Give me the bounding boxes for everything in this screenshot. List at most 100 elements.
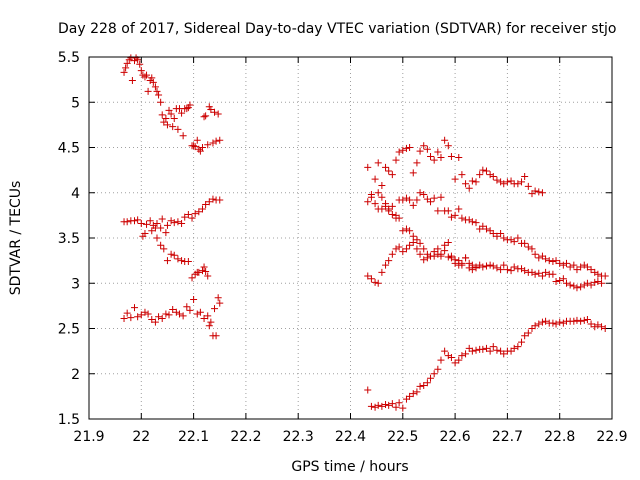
data-point (204, 141, 212, 149)
data-point (186, 101, 194, 109)
data-point (430, 370, 438, 378)
data-point (444, 253, 452, 261)
data-point (406, 392, 414, 400)
data-point (409, 169, 417, 177)
data-point (364, 198, 372, 206)
data-point (493, 346, 501, 354)
data-point (409, 232, 417, 240)
data-point (427, 153, 435, 161)
data-point (170, 219, 178, 227)
data-point (521, 239, 529, 247)
data-point (198, 267, 206, 275)
data-point (385, 167, 393, 175)
data-point (413, 196, 421, 204)
data-point (416, 189, 424, 197)
data-point (518, 338, 526, 346)
data-point (371, 200, 379, 208)
data-point (212, 137, 220, 145)
y-tick-labels: 1.5 2 2.5 3 3.5 4 4.5 5 5.5 (58, 50, 80, 428)
data-point (120, 315, 128, 323)
data-point (392, 211, 400, 219)
data-point (374, 279, 382, 287)
data-point (423, 379, 431, 387)
data-point (374, 189, 382, 197)
data-point (580, 316, 588, 324)
data-point (489, 172, 497, 180)
y-tick-label: 4.5 (58, 141, 80, 157)
data-point (184, 210, 192, 218)
series-trace-6 (364, 193, 606, 292)
data-point (465, 184, 473, 192)
data-point (188, 274, 196, 282)
data-point (137, 67, 145, 75)
data-point (489, 343, 497, 351)
data-point (399, 227, 407, 235)
data-point (367, 193, 375, 201)
data-point (385, 257, 393, 265)
data-point (364, 386, 372, 394)
data-point (583, 279, 591, 287)
data-point (489, 262, 497, 270)
data-point (542, 255, 550, 263)
data-point (399, 146, 407, 154)
y-tick-label: 5 (71, 95, 80, 111)
data-point (416, 382, 424, 390)
data-point (441, 241, 449, 249)
data-point (451, 211, 459, 219)
data-point (205, 322, 213, 330)
y-tick-label: 4 (71, 186, 80, 202)
data-point (420, 191, 428, 199)
data-point (212, 332, 220, 340)
data-point (583, 263, 591, 271)
data-point (153, 220, 161, 228)
data-point (216, 196, 224, 204)
data-point (196, 147, 204, 155)
data-point (562, 279, 570, 287)
data-point (434, 365, 442, 373)
data-point (503, 266, 511, 274)
data-point (510, 263, 518, 271)
data-point (184, 258, 192, 266)
x-tick-label: 22.6 (440, 429, 471, 445)
y-axis-label: SDTVAR / TECUs (8, 181, 24, 296)
data-point (556, 259, 564, 267)
data-point (451, 175, 459, 183)
data-point (209, 139, 217, 147)
data-point (214, 110, 222, 118)
data-point (170, 251, 178, 259)
data-point (479, 222, 487, 230)
data-point (447, 254, 455, 262)
data-point (441, 347, 449, 355)
data-point (531, 270, 539, 278)
data-point (476, 171, 484, 179)
data-point (120, 68, 128, 76)
data-point (458, 171, 466, 179)
data-point (202, 267, 210, 275)
data-point (583, 315, 591, 323)
data-point (155, 91, 163, 99)
data-point (521, 332, 529, 340)
data-point (549, 270, 557, 278)
data-point (531, 322, 539, 330)
x-tick-label: 21.9 (73, 429, 104, 445)
data-point (514, 180, 522, 188)
data-point (193, 310, 201, 318)
data-point (416, 147, 424, 155)
data-point (169, 305, 177, 313)
data-point (175, 310, 183, 318)
data-point (577, 283, 585, 291)
data-point (468, 177, 476, 185)
grid-lines (89, 57, 612, 419)
data-point (195, 208, 203, 216)
data-point (371, 278, 379, 286)
data-point (437, 250, 445, 258)
data-point (482, 225, 490, 233)
data-point (216, 136, 224, 144)
data-point (458, 261, 466, 269)
data-point (486, 171, 494, 179)
data-point (364, 272, 372, 280)
data-point (591, 323, 599, 331)
series-trace-1 (120, 54, 224, 155)
data-point (382, 261, 390, 269)
